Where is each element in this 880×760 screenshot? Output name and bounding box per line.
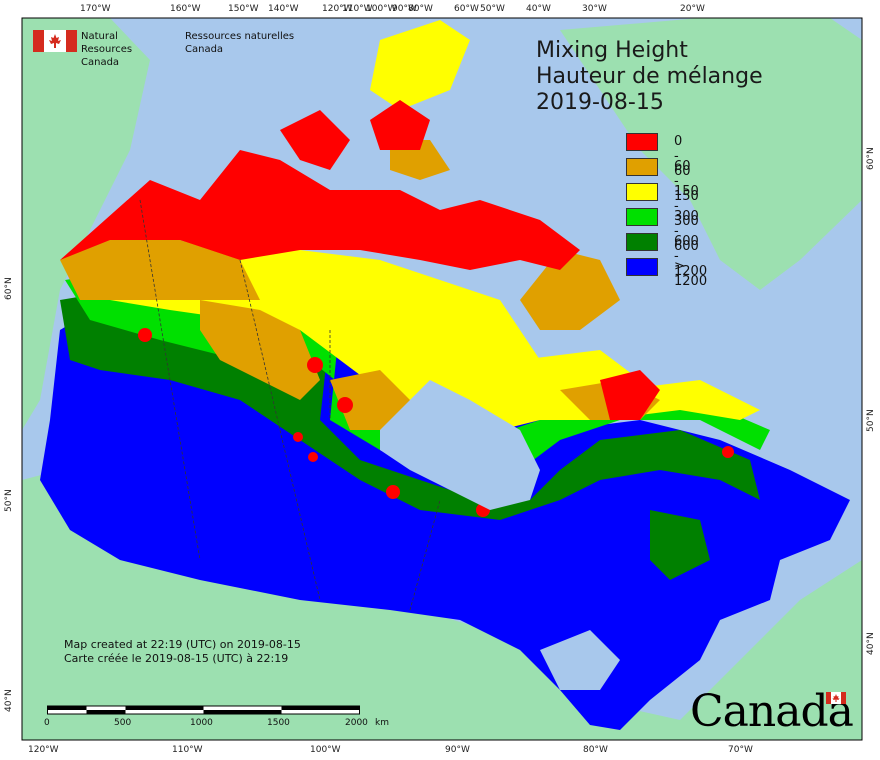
scale-label: 2000 <box>345 718 368 728</box>
grat-top-label: 80°W <box>408 4 433 14</box>
map-border <box>21 17 863 741</box>
grat-bottom-label: 70°W <box>728 745 753 755</box>
grat-bottom-label: 80°W <box>583 745 608 755</box>
legend-label: 600 - 1200 <box>674 234 708 279</box>
grat-top-label: 100°W <box>366 4 397 14</box>
title-en: Mixing Height <box>536 38 688 63</box>
zone-60-150-west <box>60 230 260 300</box>
zone-0-60-labrador <box>600 370 660 420</box>
grat-top-label: 20°W <box>680 4 705 14</box>
agency-name-en: Natural Resources Canada <box>81 30 132 69</box>
grat-top-label: 140°W <box>268 4 299 14</box>
zone-0-60-island-2 <box>370 100 430 150</box>
grat-top-label: 150°W <box>228 4 259 14</box>
zone-over-1200 <box>40 300 850 730</box>
legend-swatch <box>626 258 658 276</box>
wordmark-flag-icon <box>826 692 846 704</box>
grat-top-label: 40°W <box>526 4 551 14</box>
hotspot-4 <box>386 485 400 499</box>
hotspot-8 <box>308 452 318 462</box>
agency-signature: Natural Resources Canada Ressources natu… <box>33 30 294 68</box>
hudson-bay <box>380 380 540 510</box>
legend-swatch <box>626 158 658 176</box>
map-credits: Map created at 22:19 (UTC) on 2019-08-15… <box>64 638 301 666</box>
grat-bottom-label: 120°W <box>28 745 59 755</box>
zone-60-150-nwt <box>200 300 320 400</box>
grat-right-label: 40°N <box>866 632 876 655</box>
grat-top-label: 60°W <box>454 4 479 14</box>
hotspot-7 <box>293 432 303 442</box>
land-usa <box>22 470 862 740</box>
title-fr: Hauteur de mélange <box>536 64 763 89</box>
legend-swatch <box>626 233 658 251</box>
scale-label: 500 <box>114 718 132 728</box>
zone-0-60-island-1 <box>280 110 350 170</box>
hotspot-1 <box>138 328 152 342</box>
agency-name-fr: Ressources naturelles Canada <box>185 30 325 56</box>
grat-right-label: 60°N <box>866 147 876 170</box>
legend-label: 60 - 150 <box>674 159 699 204</box>
grat-bottom-label: 110°W <box>172 745 203 755</box>
legend-label: 150 - 300 <box>674 184 699 229</box>
credits-en: Map created at 22:19 (UTC) on 2019-08-15 <box>64 638 301 651</box>
legend-swatch <box>626 183 658 201</box>
legend-label: > 1200 <box>674 259 708 289</box>
grat-top-label: 110°W <box>342 4 373 14</box>
grat-top-label: 120°W <box>322 4 353 14</box>
scale-label: 1500 <box>267 718 290 728</box>
grat-top-label: 90°W <box>392 4 417 14</box>
legend-label: 0 - 60 <box>674 134 691 179</box>
hotspot-2 <box>307 357 323 373</box>
agency-en-line2: Canada <box>81 57 120 68</box>
province-boundaries <box>139 199 441 611</box>
grat-bottom-label: 100°W <box>310 745 341 755</box>
hotspot-6 <box>722 446 734 458</box>
agency-en-line1: Natural Resources <box>81 31 133 55</box>
agency-fr-line1: Ressources naturelles <box>185 31 295 42</box>
grat-right-label: 50°N <box>866 409 876 432</box>
grat-left-label: 40°N <box>4 689 14 712</box>
scale-bar: 0 500 1000 1500 2000 km <box>44 704 389 728</box>
land-greenland <box>560 18 862 290</box>
grat-top-label: 160°W <box>170 4 201 14</box>
great-lakes <box>540 630 620 690</box>
grat-top-label: 50°W <box>480 4 505 14</box>
grat-top-label: 30°W <box>582 4 607 14</box>
legend-label: 300 - 600 <box>674 209 699 254</box>
grat-left-label: 50°N <box>4 489 14 512</box>
hotspot-3 <box>337 397 353 413</box>
grat-bottom-label: 90°W <box>445 745 470 755</box>
scale-label: 1000 <box>190 718 213 728</box>
zone-0-60-arctic <box>60 150 580 270</box>
scale-unit: km <box>375 718 389 728</box>
scale-bar-graphic <box>47 705 360 715</box>
zone-150-300 <box>110 240 760 430</box>
title-date: 2019-08-15 <box>536 90 664 115</box>
agency-fr-line2: Canada <box>185 44 224 55</box>
grat-left-label: 60°N <box>4 277 14 300</box>
credits-fr: Carte créée le 2019-08-15 (UTC) à 22:19 <box>64 652 289 665</box>
zone-600-1200-quebec <box>650 510 710 580</box>
legend-swatch <box>626 208 658 226</box>
grat-top-label: 170°W <box>80 4 111 14</box>
legend-swatch <box>626 133 658 151</box>
canada-flag-icon <box>33 30 77 52</box>
zone-150-300-ellesmere <box>370 20 470 110</box>
map-title: Mixing Height Hauteur de mélange 2019-08… <box>536 38 763 116</box>
land-alaska <box>22 18 150 430</box>
zone-60-150-hudson <box>330 370 410 430</box>
scale-label: 0 <box>44 718 50 728</box>
canada-wordmark: Canada <box>690 686 854 737</box>
zone-60-150-baffin <box>520 250 620 330</box>
